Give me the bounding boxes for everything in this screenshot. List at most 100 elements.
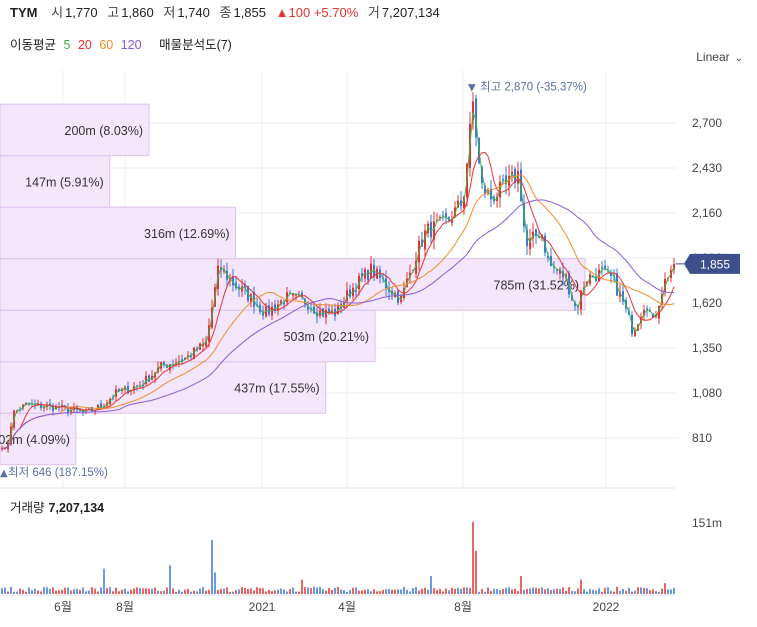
y-tick-label: 1,080 bbox=[692, 386, 722, 400]
volume-bar bbox=[334, 587, 336, 594]
candle-body bbox=[205, 341, 207, 346]
volume-bar bbox=[433, 588, 435, 594]
candle-body bbox=[235, 282, 237, 288]
volume-bar bbox=[16, 591, 18, 594]
volume-bar bbox=[262, 588, 264, 594]
scale-selector[interactable]: Linear ⌄ bbox=[696, 50, 743, 64]
volume-bar bbox=[310, 588, 312, 594]
high-marker-label: 최고 2,870 (-35.37%) bbox=[480, 81, 587, 94]
volume-bar bbox=[109, 587, 111, 594]
volume-bar bbox=[295, 591, 297, 594]
candle-body bbox=[646, 308, 648, 310]
volume-bar bbox=[409, 591, 411, 594]
ma-line-20 bbox=[1, 151, 675, 449]
volume-panel-title: 거래량 7,207,134 bbox=[10, 497, 104, 516]
volume-bar bbox=[580, 579, 582, 594]
volume-bar bbox=[595, 590, 597, 594]
volume-bar bbox=[151, 588, 153, 594]
volume-bar bbox=[403, 586, 405, 594]
volume-bar bbox=[265, 591, 267, 594]
ma-legend: 이동평균 5 20 60 120 매물분석도(7) bbox=[10, 34, 236, 53]
volume-bar bbox=[598, 588, 600, 594]
candle-body bbox=[181, 359, 183, 362]
volume-bar bbox=[628, 588, 630, 594]
volume-bar bbox=[184, 589, 186, 594]
quote-header: TYM 시 1,770 고 1,860 저 1,740 종 1,855 ▲100 +5.… bbox=[10, 2, 446, 21]
candle-body bbox=[502, 178, 504, 180]
volume-bar bbox=[52, 587, 54, 594]
volume-bar bbox=[208, 589, 210, 594]
volume-profile-toggle[interactable]: 매물분석도(7) bbox=[159, 38, 232, 52]
volume-bar bbox=[526, 588, 528, 594]
volume-bars: 151m bbox=[1, 516, 722, 594]
volume-bar bbox=[223, 588, 225, 594]
volume-bar bbox=[160, 591, 162, 594]
volume-profile-label: 503m (20.21%) bbox=[284, 330, 369, 344]
volume-bar bbox=[670, 589, 672, 594]
candle-body bbox=[100, 403, 102, 408]
volume-bar bbox=[241, 587, 243, 594]
volume-bar bbox=[103, 568, 105, 594]
volume-bar bbox=[439, 588, 441, 594]
x-tick-label: 2021 bbox=[249, 600, 276, 614]
y-tick-label: 2,700 bbox=[692, 116, 722, 130]
ma-60-label[interactable]: 60 bbox=[99, 38, 114, 52]
volume-bar bbox=[646, 588, 648, 594]
volume-bar bbox=[367, 589, 369, 594]
volume-bar bbox=[385, 589, 387, 594]
volume-bar bbox=[313, 586, 315, 594]
volume-bar bbox=[361, 590, 363, 594]
volume-bar bbox=[43, 587, 45, 594]
volume-profile-label: 102m (4.09%) bbox=[0, 433, 70, 447]
volume-bar bbox=[673, 587, 675, 594]
volume-bar bbox=[364, 589, 366, 594]
candle-body bbox=[97, 404, 99, 410]
volume-bar bbox=[664, 583, 666, 594]
volume-bar bbox=[562, 587, 564, 594]
volume-bar bbox=[451, 587, 453, 594]
volume-bar bbox=[427, 589, 429, 594]
volume-bar bbox=[454, 588, 456, 594]
candle-body bbox=[484, 185, 486, 195]
volume-bar bbox=[532, 587, 534, 594]
candle-body bbox=[55, 405, 57, 410]
volume-y-tick: 151m bbox=[692, 516, 722, 530]
volume-bar bbox=[382, 589, 384, 594]
volume-bar bbox=[205, 590, 207, 594]
volume-bar bbox=[169, 565, 171, 594]
ma-5-label[interactable]: 5 bbox=[63, 38, 71, 52]
up-triangle-icon: ▲ bbox=[0, 468, 8, 479]
volume-bar bbox=[289, 588, 291, 594]
volume-bar bbox=[553, 589, 555, 594]
volume-bar bbox=[475, 550, 477, 594]
volume-bar bbox=[616, 586, 618, 594]
volume-bar bbox=[448, 590, 450, 594]
last-price-label: 1,855 bbox=[700, 257, 730, 271]
volume-bar bbox=[106, 587, 108, 594]
volume-bar bbox=[97, 591, 99, 594]
candle-body bbox=[592, 276, 594, 278]
volume-bar bbox=[235, 590, 237, 594]
volume-bar bbox=[400, 589, 402, 594]
volume-bar bbox=[340, 589, 342, 594]
volume-bar bbox=[640, 587, 642, 594]
ma-20-label[interactable]: 20 bbox=[77, 38, 92, 52]
candle-body bbox=[604, 266, 606, 270]
volume-bar bbox=[244, 587, 246, 594]
x-tick-label: 6월 bbox=[54, 600, 72, 614]
price-axis: 2,7002,4302,1601,8901,6201,3501,0808101,… bbox=[676, 116, 740, 445]
candle-body bbox=[274, 304, 276, 312]
volume-bar bbox=[64, 587, 66, 594]
volume-bar bbox=[652, 589, 654, 594]
candle-body bbox=[241, 286, 243, 292]
volume-panel-value: 7,207,134 bbox=[48, 501, 105, 515]
candle-body bbox=[547, 255, 549, 258]
volume-bar bbox=[46, 587, 48, 594]
y-tick-label: 810 bbox=[692, 431, 712, 445]
volume-bar bbox=[58, 590, 60, 594]
open-label: 시 bbox=[51, 5, 64, 20]
volume-bar bbox=[517, 591, 519, 594]
ma-120-label[interactable]: 120 bbox=[120, 38, 142, 52]
volume-profile-bar bbox=[0, 103, 150, 157]
